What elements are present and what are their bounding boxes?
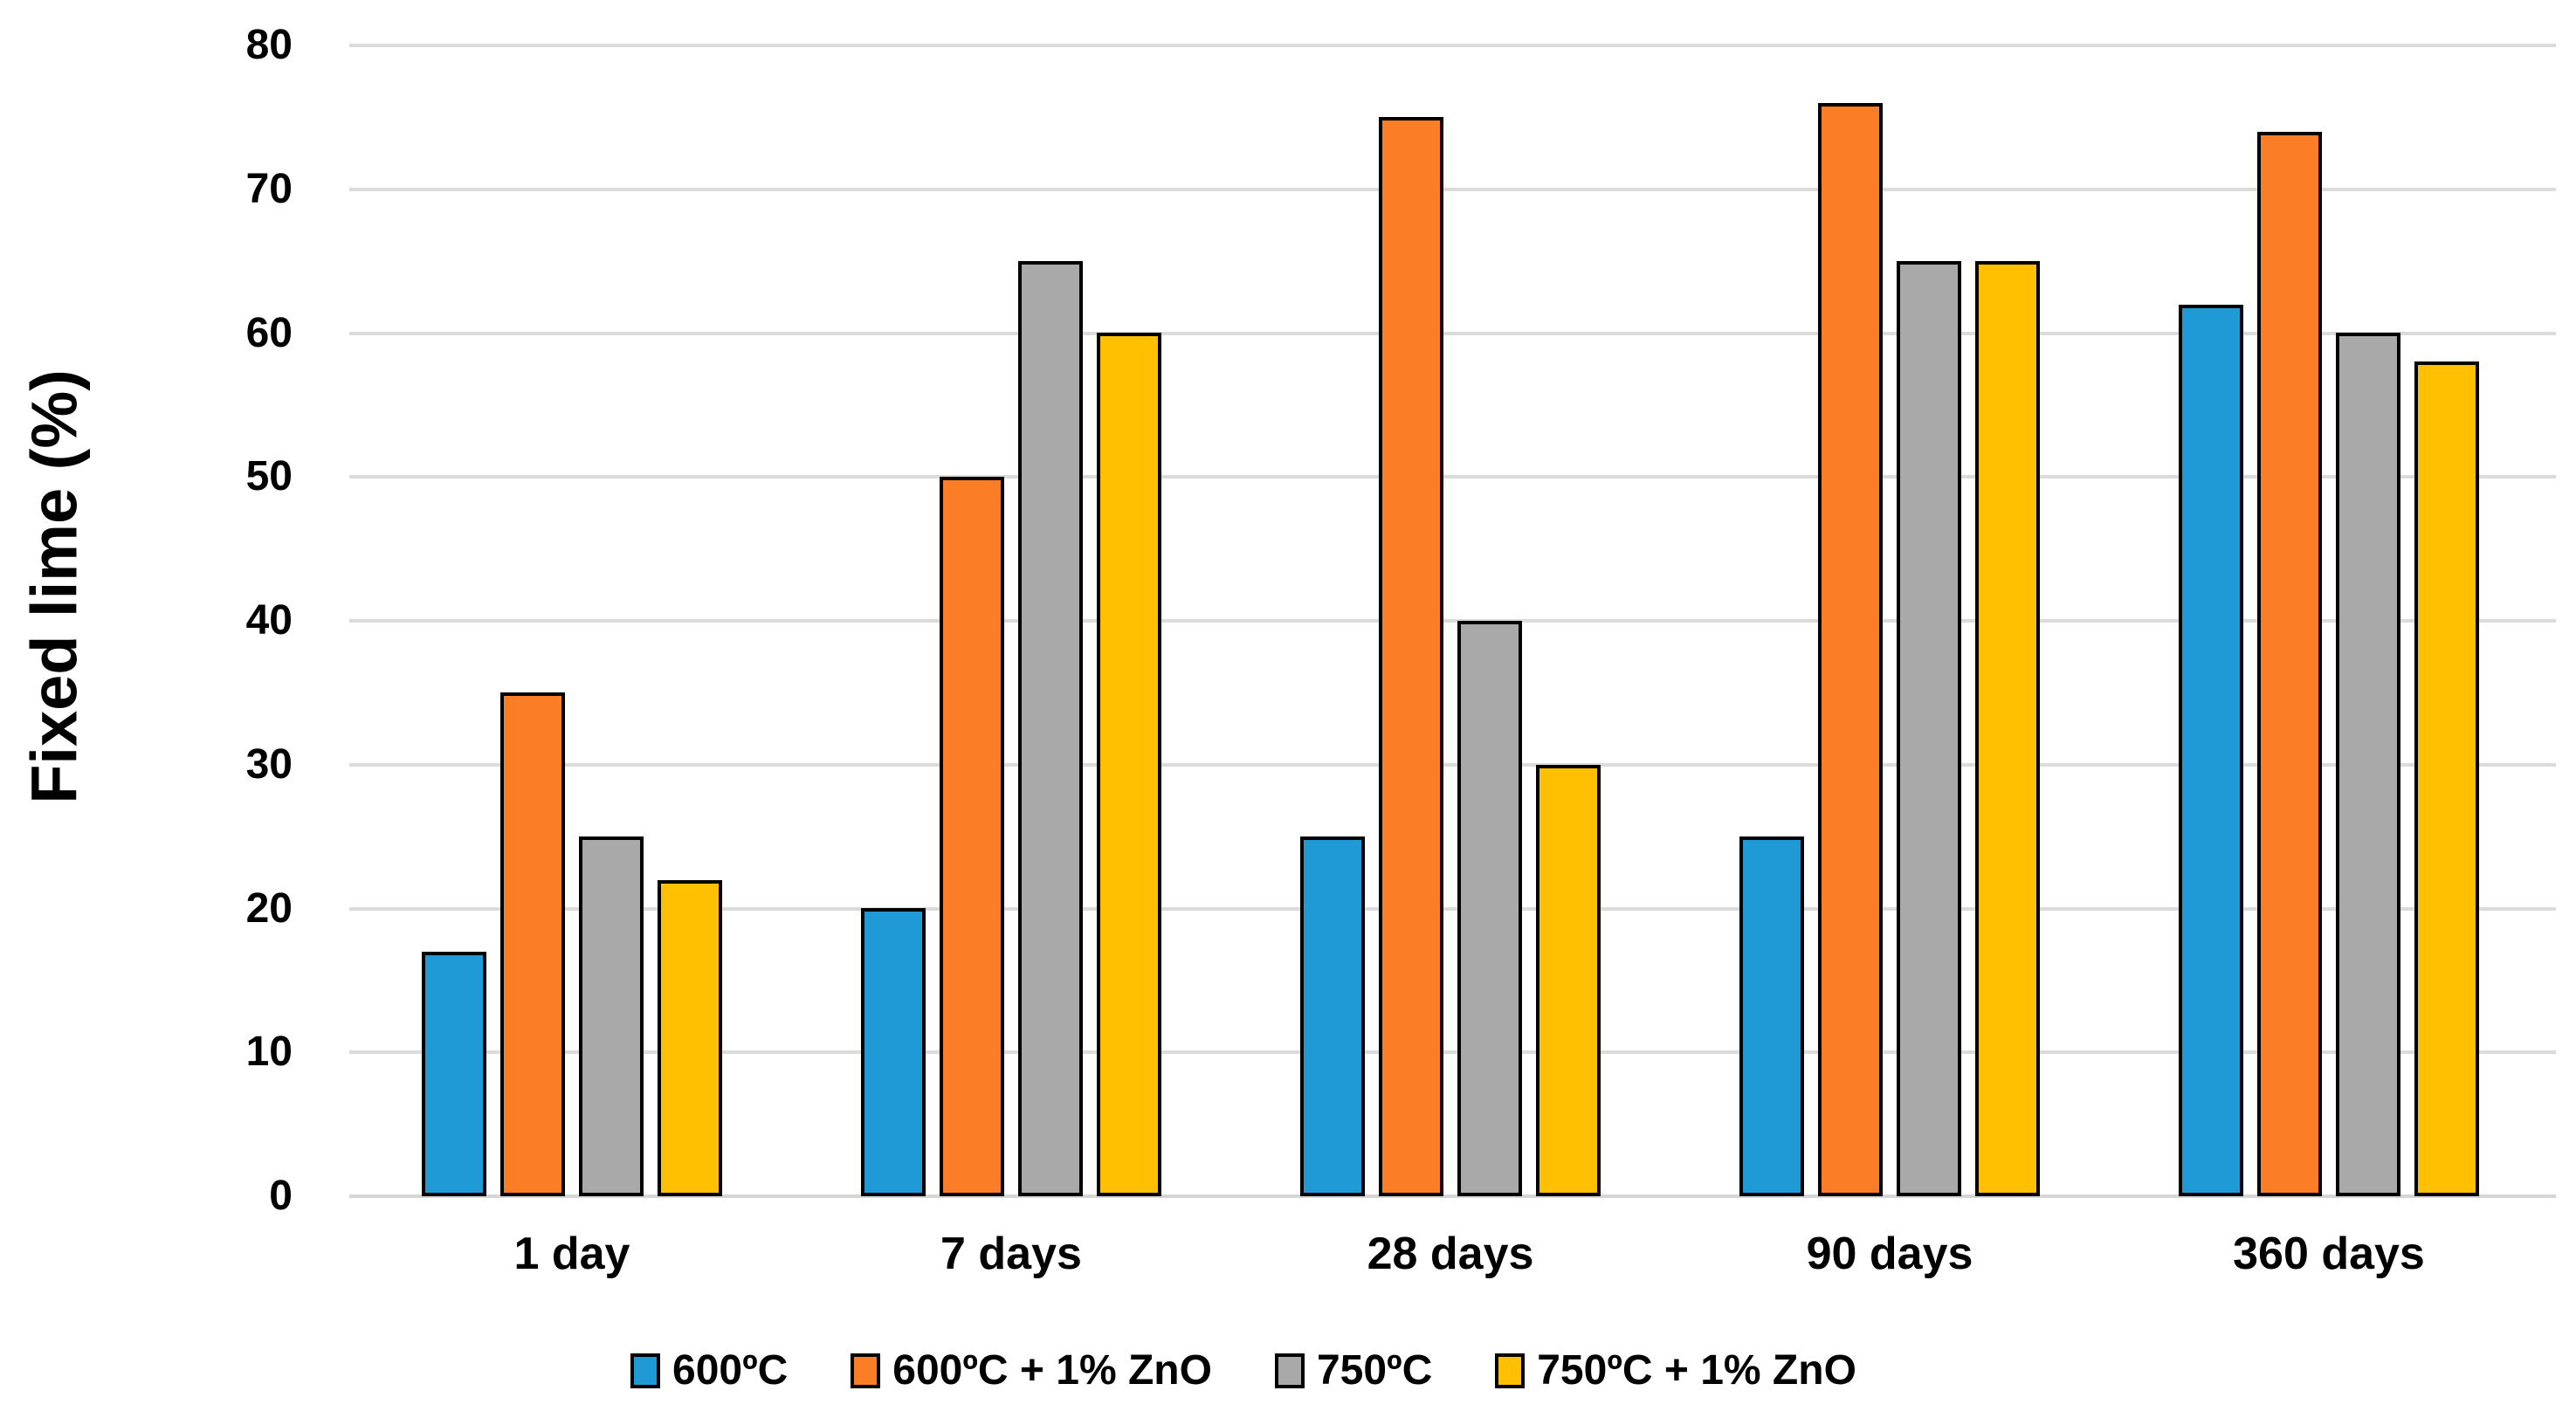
bar-750-c-1-zno-360-days (2414, 361, 2479, 1196)
x-category-label-7-days: 7 days (940, 1229, 1082, 1279)
y-tick-label-0: 0 (269, 1173, 293, 1219)
y-tick-label-80: 80 (245, 22, 293, 68)
bar-750-c-7-days (1018, 261, 1083, 1196)
bar-750-c-90-days (1897, 261, 1961, 1196)
legend-item-750-c-1-zno: 750ºC + 1% ZnO (1495, 1346, 1856, 1394)
y-tick-label-60: 60 (245, 309, 293, 356)
y-tick-label-10: 10 (245, 1029, 293, 1076)
bar-600-c-1-zno-90-days (1818, 103, 1883, 1196)
bar-600-c-1-zno-360-days (2257, 132, 2322, 1196)
legend-label: 750ºC (1316, 1347, 1433, 1394)
gridline-y-60 (349, 331, 2556, 335)
bar-750-c-1-zno-1-day (658, 880, 722, 1196)
legend-item-750-c: 750ºC (1274, 1346, 1433, 1394)
bar-600-c-28-days (1300, 836, 1365, 1196)
legend-label: 600ºC + 1% ZnO (892, 1347, 1212, 1394)
bar-750-c-1-zno-7-days (1097, 333, 1161, 1196)
legend-item-600-c-1-zno: 600ºC + 1% ZnO (851, 1346, 1212, 1394)
gridline-y-50 (349, 475, 2556, 479)
bar-600-c-90-days (1739, 836, 1804, 1196)
y-tick-label-50: 50 (245, 453, 293, 500)
x-category-label-90-days: 90 days (1806, 1229, 1973, 1279)
gridline-y-20 (349, 906, 2556, 911)
x-category-label-1-day: 1 day (513, 1229, 630, 1279)
legend-item-600-c: 600ºC (630, 1346, 788, 1394)
gridline-y-70 (349, 187, 2556, 191)
y-tick-label-40: 40 (245, 597, 293, 644)
y-tick-label-30: 30 (245, 740, 293, 788)
legend: 600ºC 600ºC + 1% ZnO 750ºC 750ºC + 1% ZnO (630, 1346, 1856, 1394)
bar-750-c-1-zno-90-days (1975, 261, 2040, 1196)
y-tick-label-70: 70 (245, 165, 293, 212)
legend-label: 600ºC (672, 1347, 789, 1394)
bar-750-c-1-day (579, 836, 644, 1196)
bar-600-c-7-days (861, 908, 926, 1196)
bar-600-c-360-days (2179, 305, 2243, 1196)
gridline-y-40 (349, 619, 2556, 623)
bar-750-c-1-zno-28-days (1536, 765, 1601, 1196)
legend-swatch-icon (1274, 1353, 1305, 1388)
x-axis-line (349, 1194, 2556, 1198)
x-category-label-28-days: 28 days (1367, 1229, 1534, 1279)
y-tick-label-20: 20 (245, 885, 293, 932)
x-category-label-360-days: 360 days (2233, 1229, 2425, 1279)
gridline-y-80 (349, 44, 2556, 47)
y-axis-title: Fixed lime (%) (17, 369, 91, 804)
bar-600-c-1-zno-28-days (1379, 117, 1443, 1196)
bar-600-c-1-day (422, 952, 486, 1196)
legend-swatch-icon (851, 1353, 881, 1388)
plot-area (349, 44, 2556, 1198)
bar-750-c-28-days (1457, 621, 1522, 1196)
gridline-y-10 (349, 1050, 2556, 1055)
legend-swatch-icon (630, 1353, 660, 1388)
legend-label: 750ºC + 1% ZnO (1537, 1347, 1856, 1394)
gridline-y-30 (349, 762, 2556, 767)
bar-600-c-1-zno-7-days (940, 477, 1004, 1196)
bar-600-c-1-zno-1-day (500, 692, 565, 1196)
legend-swatch-icon (1495, 1353, 1526, 1388)
bar-750-c-360-days (2336, 333, 2400, 1196)
